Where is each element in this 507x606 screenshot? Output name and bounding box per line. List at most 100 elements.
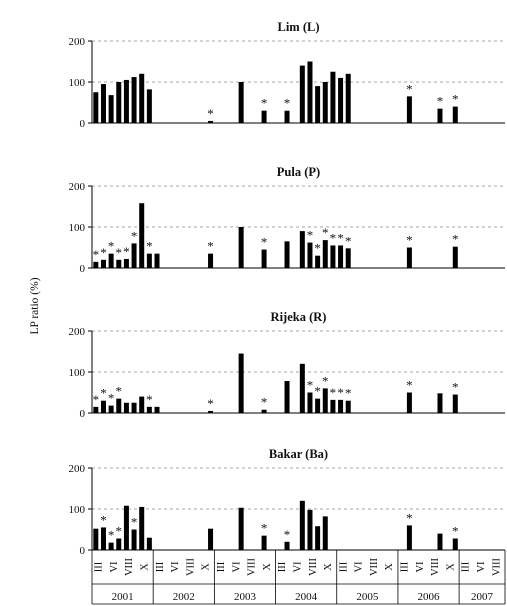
asterisk-marker: *: [108, 528, 115, 543]
asterisk-marker: *: [284, 527, 291, 542]
bar: [100, 527, 106, 550]
bar: [116, 82, 122, 123]
bar: [261, 249, 267, 268]
bar: [131, 402, 137, 413]
bar: [154, 253, 160, 268]
month-label: VIII: [185, 557, 196, 576]
bar: [330, 245, 336, 268]
asterisk-marker: *: [207, 396, 214, 411]
bar: [315, 526, 321, 550]
month-label: III: [400, 561, 411, 572]
asterisk-marker: *: [452, 380, 459, 395]
bar: [261, 409, 267, 413]
asterisk-marker: *: [307, 378, 314, 393]
asterisk-marker: *: [100, 386, 107, 401]
bar: [330, 71, 336, 123]
y-tick-label: 100: [69, 367, 86, 379]
asterisk-marker: *: [93, 247, 100, 262]
bar: [322, 388, 328, 413]
bar: [299, 65, 305, 123]
panel-title: Pula (P): [277, 165, 320, 179]
asterisk-marker: *: [108, 239, 115, 254]
bar: [299, 231, 305, 268]
bar: [208, 528, 214, 550]
month-label: X: [140, 563, 151, 571]
month-label: III: [216, 561, 227, 572]
year-label: 2004: [295, 591, 318, 603]
bar: [131, 77, 137, 123]
asterisk-marker: *: [314, 241, 321, 256]
month-label: X: [323, 563, 334, 571]
asterisk-marker: *: [146, 239, 153, 254]
bar: [406, 525, 412, 550]
asterisk-marker: *: [337, 230, 344, 245]
bar: [406, 96, 412, 123]
asterisk-marker: *: [261, 235, 268, 250]
month-label: VI: [170, 561, 181, 573]
asterisk-marker: *: [284, 96, 291, 111]
bar: [123, 505, 129, 550]
bar: [406, 247, 412, 268]
asterisk-marker: *: [406, 378, 413, 393]
asterisk-marker: *: [307, 228, 314, 243]
month-label: X: [384, 563, 395, 571]
month-label: VI: [292, 561, 303, 573]
month-label: X: [262, 563, 273, 571]
month-label: VIII: [369, 557, 380, 576]
year-label: 2002: [173, 591, 195, 603]
bar: [307, 509, 313, 550]
month-label: III: [155, 561, 166, 572]
month-label: VI: [354, 561, 365, 573]
y-tick-label: 100: [69, 504, 86, 516]
bar: [238, 227, 244, 268]
bar: [123, 258, 129, 268]
bar: [108, 405, 114, 413]
bar: [116, 398, 122, 413]
month-label: VIII: [247, 557, 258, 576]
bar: [338, 245, 344, 268]
bar: [139, 203, 145, 268]
asterisk-marker: *: [100, 512, 107, 527]
bar: [139, 73, 145, 123]
bar: [452, 246, 458, 268]
asterisk-marker: *: [314, 384, 321, 399]
bar: [93, 406, 99, 413]
y-tick-label: 0: [80, 545, 86, 557]
bar: [345, 73, 351, 123]
month-label: VI: [476, 561, 487, 573]
asterisk-marker: *: [330, 230, 337, 245]
bar: [261, 535, 267, 550]
bar: [437, 108, 443, 123]
asterisk-marker: *: [406, 233, 413, 248]
panel-title: Rijeka (R): [271, 310, 327, 324]
bar: [93, 261, 99, 268]
bar: [338, 77, 344, 123]
asterisk-marker: *: [146, 392, 153, 407]
panel-title: Bakar (Ba): [269, 447, 328, 461]
bar: [131, 529, 137, 550]
month-label: VI: [415, 561, 426, 573]
bar: [315, 255, 321, 268]
bar: [452, 394, 458, 413]
asterisk-marker: *: [116, 524, 123, 539]
asterisk-marker: *: [116, 245, 123, 260]
y-tick-label: 100: [69, 77, 86, 89]
bar: [261, 110, 267, 123]
asterisk-marker: *: [93, 392, 100, 407]
bar: [116, 538, 122, 550]
x-axis-table: III VI VIII X 2001 III VI VIII X 2002 III VI VIII X 20…: [91, 550, 507, 605]
y-tick-label: 0: [80, 118, 86, 130]
panel-1: Lim (L) 0 100 200 * * * * * *: [69, 20, 505, 130]
asterisk-marker: *: [261, 96, 268, 111]
asterisk-marker: *: [345, 386, 352, 401]
bar: [322, 240, 328, 268]
month-label: VI: [231, 561, 242, 573]
bar: [154, 406, 160, 413]
bar: [108, 95, 114, 123]
asterisk-marker: *: [207, 106, 214, 121]
month-label: III: [277, 561, 288, 572]
bar: [437, 533, 443, 550]
month-label: VIII: [308, 557, 319, 576]
